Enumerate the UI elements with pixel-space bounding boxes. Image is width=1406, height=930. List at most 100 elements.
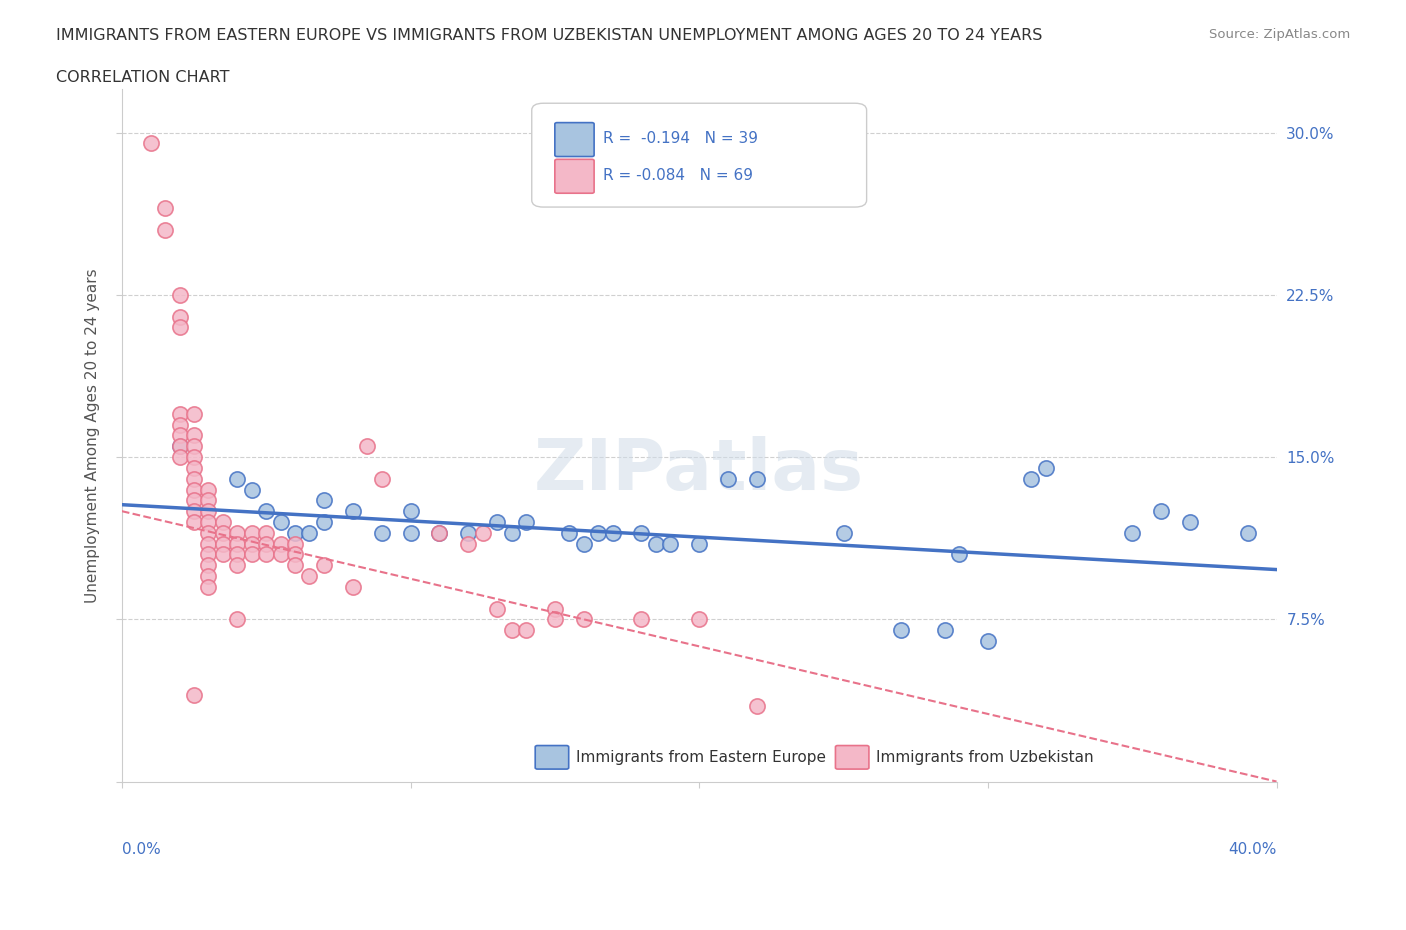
Point bbox=[934, 623, 956, 638]
Point bbox=[544, 601, 567, 616]
Point bbox=[226, 525, 249, 540]
Point bbox=[197, 579, 219, 594]
Point bbox=[226, 547, 249, 562]
Point bbox=[169, 439, 191, 454]
Point bbox=[169, 287, 191, 302]
FancyBboxPatch shape bbox=[555, 159, 595, 193]
Point bbox=[356, 439, 378, 454]
Point bbox=[197, 493, 219, 508]
Point bbox=[169, 309, 191, 324]
Point bbox=[254, 537, 277, 551]
Point bbox=[659, 537, 682, 551]
Point bbox=[1236, 525, 1258, 540]
Text: 0.0%: 0.0% bbox=[122, 842, 160, 857]
Point bbox=[197, 482, 219, 497]
Point bbox=[183, 439, 205, 454]
Point bbox=[153, 201, 176, 216]
Point bbox=[948, 547, 970, 562]
Point bbox=[688, 612, 710, 627]
Point bbox=[572, 612, 595, 627]
Point bbox=[457, 537, 479, 551]
FancyBboxPatch shape bbox=[555, 123, 595, 156]
Point bbox=[240, 482, 263, 497]
Point bbox=[284, 558, 307, 573]
Point bbox=[197, 504, 219, 519]
Point bbox=[515, 514, 537, 529]
Point bbox=[169, 418, 191, 432]
Point bbox=[197, 547, 219, 562]
Point bbox=[197, 568, 219, 583]
Text: Immigrants from Eastern Europe: Immigrants from Eastern Europe bbox=[575, 750, 825, 764]
Point bbox=[630, 525, 652, 540]
Point bbox=[240, 547, 263, 562]
Point bbox=[254, 547, 277, 562]
Point bbox=[501, 623, 523, 638]
Point bbox=[212, 514, 235, 529]
Point bbox=[572, 537, 595, 551]
Point bbox=[1121, 525, 1143, 540]
Point bbox=[254, 525, 277, 540]
Point bbox=[270, 537, 292, 551]
Point bbox=[312, 514, 335, 529]
Point bbox=[298, 525, 321, 540]
Point bbox=[342, 579, 364, 594]
Point bbox=[471, 525, 494, 540]
FancyBboxPatch shape bbox=[835, 746, 869, 769]
Point bbox=[1178, 514, 1201, 529]
Text: ZIPatlas: ZIPatlas bbox=[534, 435, 865, 505]
Point bbox=[370, 472, 392, 486]
Point bbox=[486, 514, 509, 529]
Point bbox=[226, 612, 249, 627]
Point bbox=[427, 525, 450, 540]
Text: R = -0.084   N = 69: R = -0.084 N = 69 bbox=[603, 168, 754, 183]
Point bbox=[153, 222, 176, 237]
Point bbox=[558, 525, 581, 540]
FancyBboxPatch shape bbox=[531, 103, 866, 207]
Point bbox=[226, 472, 249, 486]
Point bbox=[284, 547, 307, 562]
Point bbox=[342, 504, 364, 519]
Point bbox=[586, 525, 609, 540]
Point bbox=[183, 406, 205, 421]
Point bbox=[312, 493, 335, 508]
Point bbox=[183, 493, 205, 508]
Point bbox=[270, 547, 292, 562]
Text: Source: ZipAtlas.com: Source: ZipAtlas.com bbox=[1209, 28, 1350, 41]
Point bbox=[1150, 504, 1173, 519]
Text: IMMIGRANTS FROM EASTERN EUROPE VS IMMIGRANTS FROM UZBEKISTAN UNEMPLOYMENT AMONG : IMMIGRANTS FROM EASTERN EUROPE VS IMMIGR… bbox=[56, 28, 1043, 43]
Point bbox=[427, 525, 450, 540]
Point bbox=[457, 525, 479, 540]
Point bbox=[298, 568, 321, 583]
Point bbox=[197, 537, 219, 551]
Text: CORRELATION CHART: CORRELATION CHART bbox=[56, 70, 229, 85]
Point bbox=[602, 525, 624, 540]
Text: R =  -0.194   N = 39: R = -0.194 N = 39 bbox=[603, 131, 758, 146]
Point bbox=[240, 537, 263, 551]
Point bbox=[284, 537, 307, 551]
Point bbox=[515, 623, 537, 638]
FancyBboxPatch shape bbox=[536, 746, 568, 769]
Point bbox=[183, 450, 205, 465]
Point bbox=[197, 514, 219, 529]
Point bbox=[399, 504, 422, 519]
Point bbox=[212, 547, 235, 562]
Text: Immigrants from Uzbekistan: Immigrants from Uzbekistan bbox=[876, 750, 1094, 764]
Point bbox=[183, 687, 205, 702]
Point bbox=[169, 439, 191, 454]
Point bbox=[1019, 472, 1042, 486]
Point bbox=[254, 504, 277, 519]
Point bbox=[745, 472, 768, 486]
Point bbox=[212, 525, 235, 540]
Point bbox=[270, 514, 292, 529]
Point bbox=[284, 525, 307, 540]
Point bbox=[139, 136, 162, 151]
Point bbox=[312, 558, 335, 573]
Y-axis label: Unemployment Among Ages 20 to 24 years: Unemployment Among Ages 20 to 24 years bbox=[86, 268, 100, 603]
Point bbox=[501, 525, 523, 540]
Point bbox=[370, 525, 392, 540]
Point bbox=[977, 633, 1000, 648]
Point bbox=[183, 472, 205, 486]
Text: 40.0%: 40.0% bbox=[1229, 842, 1277, 857]
Point bbox=[183, 504, 205, 519]
Point bbox=[183, 428, 205, 443]
